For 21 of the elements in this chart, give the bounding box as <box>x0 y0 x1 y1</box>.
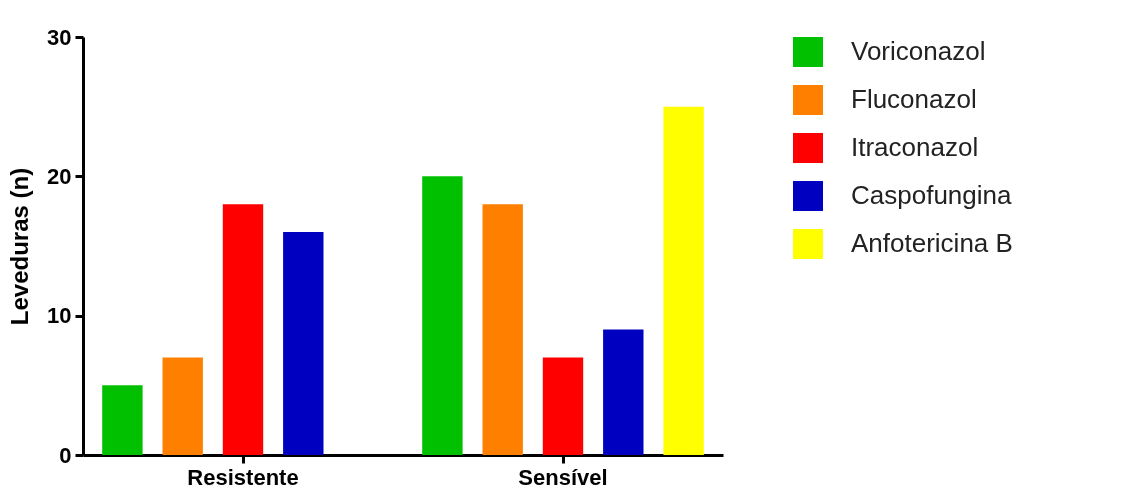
bar <box>482 204 523 455</box>
bar <box>663 106 704 455</box>
bar <box>283 232 324 455</box>
y-axis-title: Leveduras (n) <box>6 167 34 326</box>
y-tick-label: 30 <box>47 24 72 50</box>
bar <box>603 329 644 455</box>
bar <box>162 357 203 455</box>
y-tick-label: 10 <box>47 303 72 329</box>
legend-label: Anfotericina B <box>851 228 1013 258</box>
legend-label: Voriconazol <box>851 36 986 66</box>
y-tick-label: 0 <box>59 442 72 468</box>
bar <box>102 385 143 455</box>
bar <box>222 204 264 455</box>
y-tick-label: 20 <box>47 163 72 189</box>
x-tick-label: Sensível <box>518 464 608 490</box>
bar <box>422 176 463 455</box>
x-tick-label: Resistente <box>187 464 299 490</box>
bar <box>542 357 584 455</box>
legend-label: Caspofungina <box>851 180 1012 210</box>
legend-label: Itraconazol <box>851 132 979 162</box>
legend-label: Fluconazol <box>851 84 977 114</box>
